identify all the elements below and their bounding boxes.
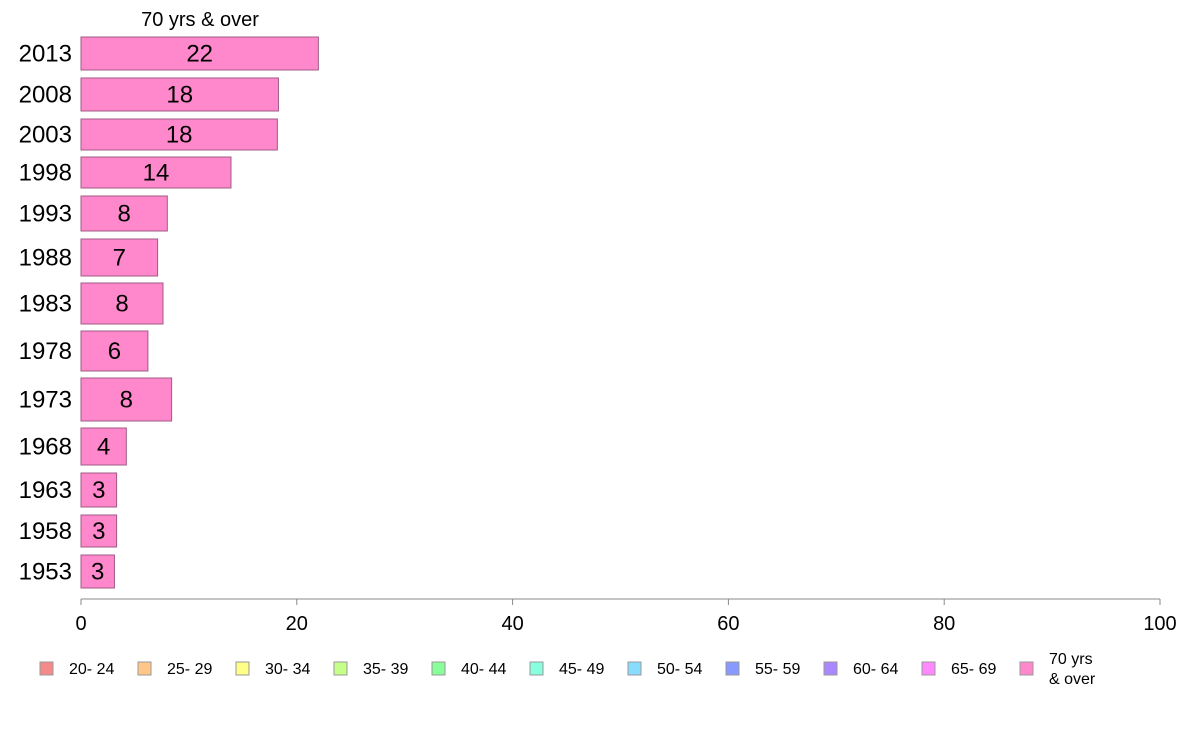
legend-label: 30- 34: [265, 661, 310, 678]
series-title: 70 yrs & over: [141, 9, 259, 31]
category-label: 1988: [19, 245, 72, 272]
legend-label: 45- 49: [559, 661, 604, 678]
bar: [80, 554, 115, 589]
data-label: 22: [186, 41, 213, 68]
bars-group: 2013 22 2008 18 2003 18 1998 14 1993 8 1988 7 1983 8 1…: [19, 36, 319, 589]
data-label: 3: [92, 518, 105, 545]
bar: [80, 77, 279, 112]
data-label: 4: [97, 434, 110, 461]
legend-label: 25- 29: [167, 661, 212, 678]
bar: [80, 118, 278, 151]
data-label: 3: [91, 559, 104, 586]
legend-swatch: [627, 661, 642, 676]
category-label: 1963: [19, 477, 72, 504]
data-label: 8: [120, 387, 133, 414]
data-label: 14: [143, 160, 170, 187]
data-label: 7: [113, 245, 126, 272]
legend-swatch: [39, 661, 54, 676]
legend: 20- 24 25- 29 30- 34 35- 39 40- 44 45- 49 50- …: [39, 651, 1096, 688]
legend-label: 50- 54: [657, 661, 702, 678]
legend-label: 35- 39: [363, 661, 408, 678]
legend-swatch: [235, 661, 250, 676]
category-label: 2003: [19, 122, 72, 149]
bar: [80, 156, 232, 189]
legend-swatch: [725, 661, 740, 676]
category-label: 1993: [19, 201, 72, 228]
bar: [80, 514, 118, 548]
legend-swatch: [921, 661, 936, 676]
category-label: 1973: [19, 387, 72, 414]
legend-label: 40- 44: [461, 661, 506, 678]
legend-label: 70 yrs & over: [1049, 651, 1096, 688]
x-tick-label: 80: [933, 613, 955, 635]
bar: [80, 427, 127, 466]
data-label: 18: [166, 122, 193, 149]
legend-swatch: [1019, 661, 1034, 676]
bar: [80, 195, 168, 232]
data-label: 3: [92, 477, 105, 504]
data-label: 8: [117, 201, 130, 228]
legend-label: 65- 69: [951, 661, 996, 678]
category-label: 1983: [19, 291, 72, 318]
legend-swatch: [137, 661, 152, 676]
bar: [80, 377, 173, 422]
x-tick-label: 60: [717, 613, 739, 635]
legend-swatch: [431, 661, 446, 676]
legend-label: 60- 64: [853, 661, 898, 678]
category-label: 2013: [19, 41, 72, 68]
bar: [80, 36, 319, 71]
legend-swatch: [823, 661, 838, 676]
category-label: 1978: [19, 338, 72, 365]
data-label: 18: [166, 82, 193, 109]
category-label: 1953: [19, 559, 72, 586]
legend-swatch: [333, 661, 348, 676]
category-label: 1968: [19, 434, 72, 461]
category-label: 2008: [19, 82, 72, 109]
legend-swatch: [529, 661, 544, 676]
x-tick-label: 20: [286, 613, 308, 635]
data-label: 6: [108, 338, 121, 365]
x-tick-label: 100: [1143, 613, 1176, 635]
data-label: 8: [115, 291, 128, 318]
bar: [80, 282, 164, 325]
bar: [80, 472, 118, 508]
bar: [80, 330, 149, 372]
x-axis: 0 20 40 60 80 100: [75, 598, 1177, 635]
x-tick-label: 0: [75, 613, 86, 635]
bar: [80, 238, 159, 277]
legend-label: 55- 59: [755, 661, 800, 678]
legend-label: 20- 24: [69, 661, 114, 678]
category-label: 1958: [19, 518, 72, 545]
x-tick-label: 40: [501, 613, 523, 635]
category-label: 1998: [19, 160, 72, 187]
